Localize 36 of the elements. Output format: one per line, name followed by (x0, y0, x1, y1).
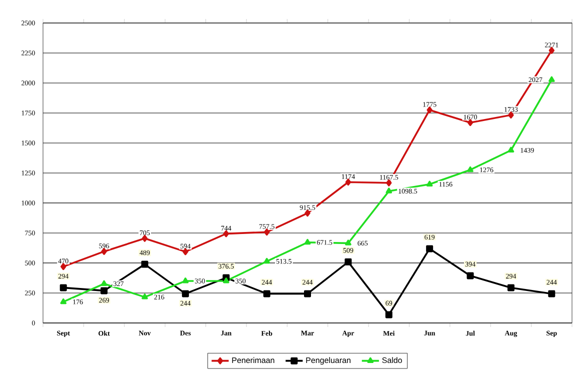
point (141, 260, 148, 268)
point (304, 238, 311, 245)
point (548, 290, 556, 298)
point (222, 277, 230, 284)
point (264, 228, 270, 236)
point (344, 258, 352, 266)
point (386, 188, 392, 194)
point (467, 166, 474, 172)
point (508, 146, 514, 153)
point (467, 119, 474, 126)
point (466, 272, 474, 280)
point (385, 311, 392, 318)
point (304, 210, 310, 217)
legend-label: Saldo (382, 357, 402, 364)
point (60, 298, 67, 304)
point (223, 230, 229, 238)
legend-label: Penerimaan (232, 357, 274, 364)
point (60, 263, 66, 270)
point (142, 294, 148, 300)
point (100, 280, 108, 286)
legend-label: Pengeluaran (306, 357, 350, 365)
point (548, 76, 555, 82)
point (345, 178, 352, 186)
point (100, 287, 108, 294)
point (182, 277, 189, 284)
point (182, 248, 188, 256)
point (264, 258, 270, 264)
point (426, 245, 434, 252)
point (304, 290, 312, 298)
point (508, 112, 514, 119)
point (263, 290, 270, 298)
point (507, 284, 514, 292)
point (182, 290, 189, 298)
point (426, 180, 433, 186)
point (60, 284, 67, 292)
point (345, 240, 352, 246)
